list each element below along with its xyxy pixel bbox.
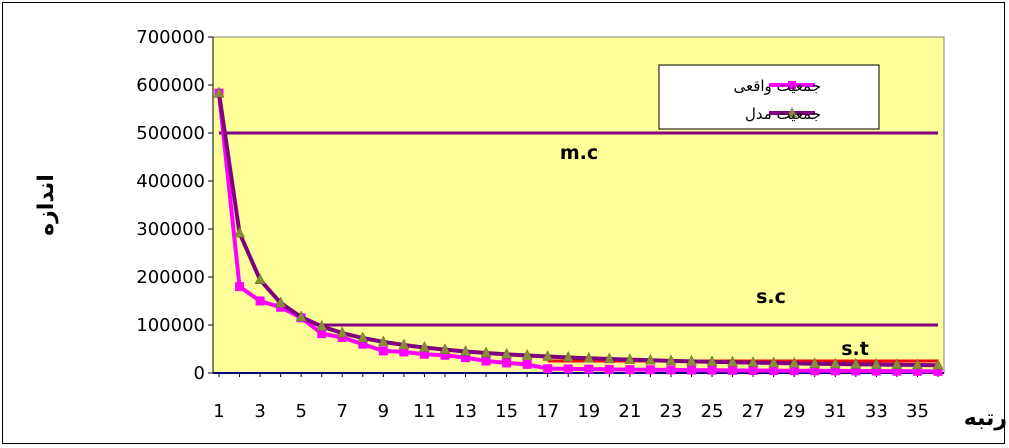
series-1-point <box>645 365 655 375</box>
x-tick-label: 33 <box>865 401 888 422</box>
series-1-point <box>543 364 553 374</box>
series-2-point <box>501 347 513 359</box>
y-tick-label: 300000 <box>136 219 205 240</box>
legend-label-1: جمعیت واقعی <box>733 77 821 95</box>
x-tick-label: 3 <box>254 401 265 422</box>
legend-label-2: جمعیت مدل <box>745 105 821 123</box>
series-2-point <box>706 355 718 367</box>
x-tick-label: 21 <box>618 401 641 422</box>
y-tick-label: 400000 <box>136 171 205 192</box>
series-2-point <box>377 335 389 347</box>
series-1-point <box>235 282 245 292</box>
series-1-point <box>604 364 614 374</box>
series-2-point <box>665 354 677 366</box>
x-tick-label: 11 <box>413 401 436 422</box>
series-2-point <box>747 356 759 367</box>
series-2-point <box>521 348 533 360</box>
legend-marker-square <box>788 81 796 89</box>
series-2-point <box>480 346 492 358</box>
series-2-point <box>542 349 554 361</box>
legend-box <box>658 64 880 130</box>
x-axis-title: رتبه <box>964 406 1006 431</box>
series-2-point <box>624 353 636 364</box>
series-2-point <box>254 273 266 284</box>
series-1-point <box>666 365 676 375</box>
legend-marker-triangle <box>787 107 797 117</box>
series-2-point <box>809 357 821 368</box>
series-1-point <box>748 366 758 376</box>
series-2-point <box>603 352 615 364</box>
series-line-2 <box>217 92 939 368</box>
series-2-point <box>316 319 328 331</box>
series-1-point <box>686 365 696 375</box>
series-2-point <box>788 356 800 368</box>
series-1-point <box>810 366 820 376</box>
y-tick-label: 600000 <box>136 75 205 96</box>
series-2-point <box>768 356 780 368</box>
x-tick-label: 5 <box>295 401 306 422</box>
series-1-point <box>584 364 594 374</box>
series-2-point <box>419 341 430 352</box>
series-2-point <box>439 343 451 354</box>
series-1-point <box>317 329 327 339</box>
reference-label-st: s.t <box>841 338 869 360</box>
series-1-point <box>563 364 573 374</box>
y-tick-label: 500000 <box>136 123 205 144</box>
series-2-point <box>932 358 944 370</box>
y-axis-title: اندازه <box>34 174 59 236</box>
series-2-point <box>891 358 903 370</box>
x-tick-label: 27 <box>742 401 765 422</box>
series-2-point <box>644 353 656 365</box>
line-chart: 0 100000 200000 300000 400000 500000 600000 700… <box>34 27 1006 431</box>
x-tick-label: 29 <box>783 401 806 422</box>
reference-label-sc: s.c <box>756 286 786 308</box>
series-2-point <box>336 326 348 338</box>
series-1-point <box>625 365 635 375</box>
series-2-point <box>912 358 923 370</box>
x-tick-label: 23 <box>659 401 682 422</box>
y-tick-label: 0 <box>194 363 205 384</box>
series-2-point <box>234 226 245 238</box>
x-tick-label: 1 <box>213 401 224 422</box>
series-2-point <box>275 296 287 308</box>
series-1-point <box>522 359 532 369</box>
series-1-point <box>707 365 717 375</box>
series-1-point <box>769 366 779 376</box>
series-2-point <box>727 355 738 367</box>
y-tick-label: 200000 <box>136 267 205 288</box>
series-2-point <box>295 310 307 322</box>
legend: جمعیت واقعی جمعیت مدل <box>658 64 880 130</box>
x-tick-label: 17 <box>536 401 559 422</box>
y-tick-label: 100000 <box>136 315 205 336</box>
series-2-point <box>398 338 410 350</box>
series-2-point <box>460 344 471 356</box>
x-tick-label: 25 <box>701 401 724 422</box>
x-tick-label: 13 <box>454 401 477 422</box>
series-2-point <box>850 357 862 369</box>
series-1-point <box>789 366 799 376</box>
series-1-point <box>378 346 388 356</box>
x-tick-label: 19 <box>577 401 600 422</box>
x-tick-label: 7 <box>337 401 348 422</box>
series-2-point <box>583 351 595 363</box>
series-2-point <box>686 354 697 366</box>
reference-label-mc: m.c <box>560 142 598 164</box>
series-1-point <box>502 358 512 368</box>
x-tick-label: 35 <box>906 401 929 422</box>
series-1-point <box>481 356 491 366</box>
series-2-point <box>213 86 225 98</box>
y-tick-label: 700000 <box>136 27 205 48</box>
series-1-point <box>255 296 265 306</box>
series-1-point <box>728 365 738 375</box>
x-tick-label: 15 <box>495 401 518 422</box>
series-2-point <box>357 331 369 343</box>
series-2-point <box>829 357 841 369</box>
series-2-point <box>562 350 574 362</box>
series-2-point <box>870 357 882 369</box>
x-tick-label: 9 <box>378 401 389 422</box>
x-tick-label: 31 <box>824 401 847 422</box>
